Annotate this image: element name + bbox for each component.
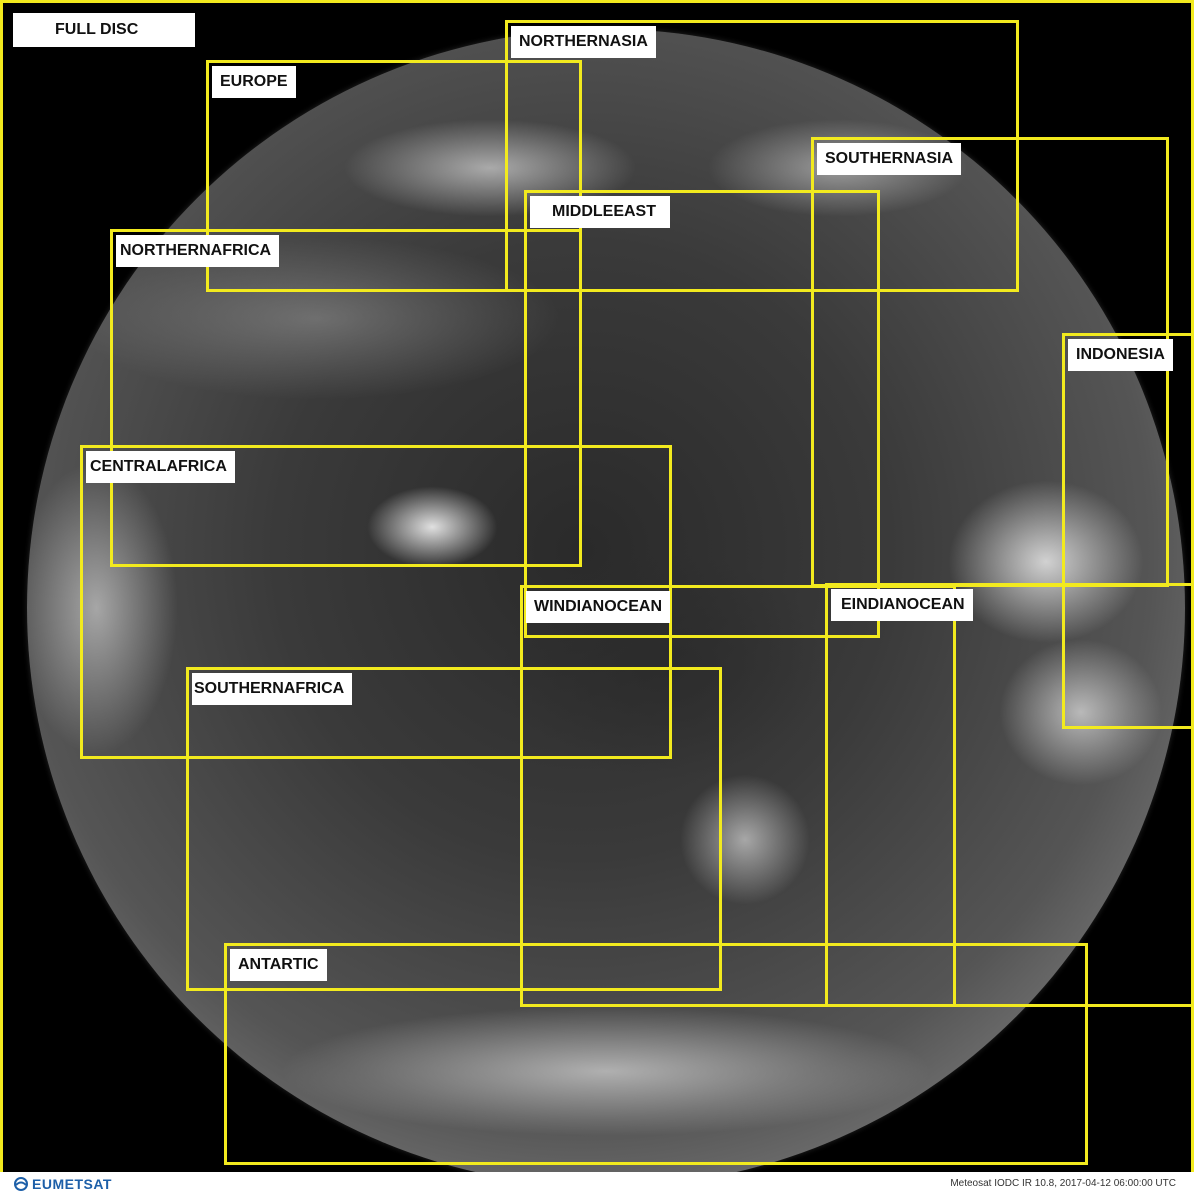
region-box-northernasia: NORTHERNASIA <box>505 20 1019 292</box>
region-label-southernafrica: SOUTHERNAFRICA <box>192 673 353 705</box>
region-box-indonesia: INDONESIA <box>1062 333 1191 729</box>
image-footer: EUMETSAT Meteosat IODC IR 10.8, 2017-04-… <box>0 1172 1194 1196</box>
region-box-middleeast: MIDDLEEAST <box>524 190 880 638</box>
region-box-eindianocean: EINDIANOCEAN <box>825 583 1191 1007</box>
region-label-centralafrica: CENTRALAFRICA <box>86 451 235 483</box>
region-label-southernasia: SOUTHERNASIA <box>817 143 962 175</box>
region-label-indonesia: INDONESIA <box>1068 339 1173 371</box>
region-label-antartic: ANTARTIC <box>230 949 327 981</box>
region-box-europe: EUROPE <box>206 60 582 292</box>
region-label-middleeast: MIDDLEEAST <box>530 196 670 228</box>
region-box-northernafrica: NORTHERNAFRICA <box>110 229 582 567</box>
region-label-northernasia: NORTHERNASIA <box>511 26 656 58</box>
region-box-windianocean: WINDIANOCEAN <box>520 585 956 1007</box>
region-label-northernafrica: NORTHERNAFRICA <box>116 235 280 267</box>
region-box-centralafrica: CENTRALAFRICA <box>80 445 672 759</box>
eumetsat-logo: EUMETSAT <box>14 1176 112 1192</box>
image-caption: Meteosat IODC IR 10.8, 2017-04-12 06:00:… <box>950 1178 1176 1189</box>
region-box-southernafrica: SOUTHERNAFRICA <box>186 667 722 991</box>
region-box-antartic: ANTARTIC <box>224 943 1088 1165</box>
full-disc-label: FULL DISC <box>13 13 195 47</box>
eumetsat-logo-text: EUMETSAT <box>32 1176 112 1192</box>
region-label-europe: EUROPE <box>212 66 296 98</box>
eumetsat-logo-icon <box>14 1177 28 1191</box>
region-label-eindianocean: EINDIANOCEAN <box>831 589 973 621</box>
region-label-windianocean: WINDIANOCEAN <box>526 591 670 623</box>
